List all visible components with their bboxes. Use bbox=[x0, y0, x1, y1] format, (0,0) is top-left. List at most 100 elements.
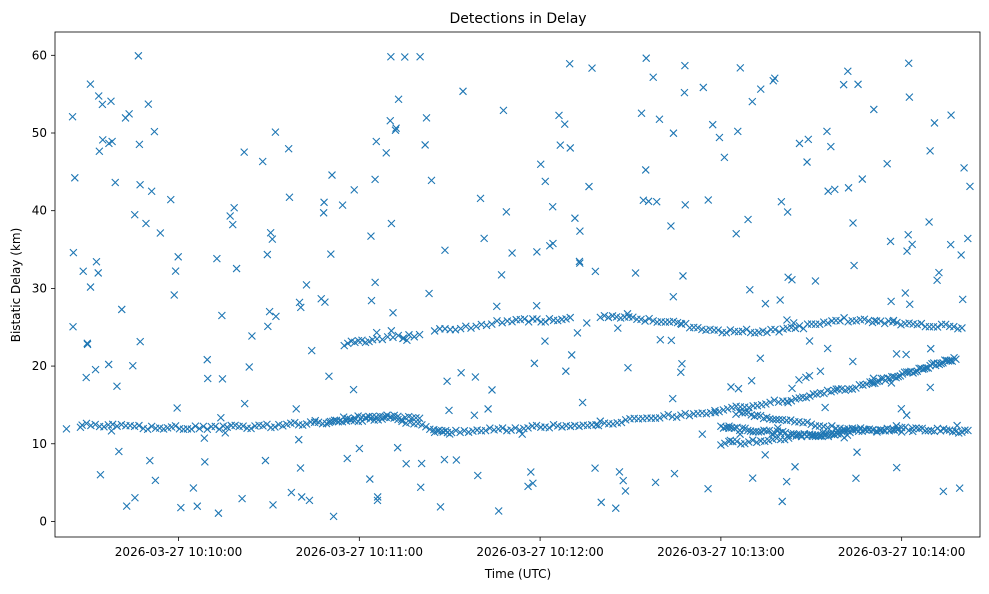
detection-point bbox=[113, 382, 121, 391]
detection-point bbox=[203, 374, 212, 383]
detection-point bbox=[415, 330, 424, 339]
detection-point bbox=[905, 93, 914, 101]
detection-point bbox=[585, 182, 593, 191]
detection-point bbox=[508, 249, 516, 257]
detection-point bbox=[748, 436, 757, 445]
detection-point bbox=[807, 420, 816, 429]
detection-point bbox=[105, 139, 113, 148]
detection-point bbox=[631, 269, 640, 277]
detection-point bbox=[761, 400, 770, 408]
detection-point bbox=[775, 415, 783, 424]
detection-point bbox=[518, 430, 527, 439]
detection-point bbox=[669, 129, 678, 138]
detection-point bbox=[382, 148, 391, 157]
detection-point bbox=[144, 100, 153, 109]
x-axis-ticks: 2026-03-27 10:10:00 2026-03-27 10:11:00 20… bbox=[115, 537, 965, 559]
detection-point bbox=[394, 331, 403, 340]
detection-point bbox=[121, 114, 130, 122]
detection-point bbox=[763, 328, 771, 337]
y-tick-label: 10 bbox=[32, 437, 47, 451]
detection-point bbox=[402, 459, 411, 468]
detection-point bbox=[214, 509, 223, 518]
detection-point bbox=[284, 144, 293, 153]
detection-point bbox=[904, 59, 913, 68]
detection-point bbox=[373, 496, 382, 505]
detection-point bbox=[393, 443, 402, 452]
detection-point bbox=[925, 218, 933, 226]
detection-point bbox=[305, 496, 314, 505]
detection-point bbox=[367, 232, 375, 240]
detection-point bbox=[502, 207, 511, 216]
detection-point bbox=[338, 201, 347, 210]
detection-point bbox=[744, 215, 752, 224]
detection-point bbox=[576, 227, 584, 235]
detection-point bbox=[656, 335, 665, 344]
detection-point bbox=[926, 344, 935, 353]
detection-point bbox=[795, 139, 804, 148]
detection-point bbox=[892, 349, 901, 358]
detection-point bbox=[269, 501, 277, 509]
detection-point bbox=[740, 439, 749, 448]
detection-point bbox=[524, 482, 532, 491]
detection-point bbox=[892, 421, 901, 430]
detection-point bbox=[942, 426, 951, 435]
detection-point bbox=[795, 376, 803, 384]
detection-point bbox=[484, 405, 492, 413]
detection-point bbox=[588, 64, 596, 73]
detection-point bbox=[887, 297, 896, 306]
detection-point bbox=[487, 320, 496, 329]
detection-point bbox=[849, 219, 857, 227]
detection-point bbox=[392, 124, 400, 133]
detection-point bbox=[756, 354, 765, 363]
detection-point bbox=[734, 384, 743, 393]
detection-point bbox=[200, 458, 209, 466]
detection-point bbox=[296, 464, 305, 472]
detection-point bbox=[823, 127, 831, 136]
detection-point bbox=[716, 441, 725, 449]
detection-point bbox=[869, 374, 878, 383]
detection-point bbox=[387, 219, 396, 228]
detection-point bbox=[966, 182, 974, 191]
detection-point bbox=[873, 428, 881, 436]
markers bbox=[62, 51, 974, 521]
y-tick-label: 0 bbox=[39, 514, 47, 528]
detection-point bbox=[399, 334, 407, 343]
detection-point bbox=[212, 254, 221, 263]
detection-point bbox=[365, 412, 373, 421]
detection-point bbox=[946, 240, 955, 249]
detection-point bbox=[617, 418, 626, 427]
detection-point bbox=[457, 368, 466, 377]
detection-point bbox=[852, 474, 860, 483]
detection-point bbox=[223, 423, 232, 432]
detection-point bbox=[294, 435, 303, 444]
detection-point bbox=[772, 415, 780, 424]
detection-point bbox=[114, 447, 123, 456]
detection-point bbox=[200, 434, 209, 443]
detection-point bbox=[814, 432, 823, 441]
detection-point bbox=[311, 416, 320, 425]
detection-point bbox=[782, 477, 791, 486]
detection-point bbox=[714, 326, 723, 334]
detection-point bbox=[693, 323, 702, 332]
detection-point bbox=[340, 341, 349, 350]
detection-point bbox=[615, 467, 624, 476]
detection-point bbox=[939, 487, 948, 496]
detection-point bbox=[171, 267, 180, 276]
detection-point bbox=[434, 426, 443, 435]
detection-point bbox=[667, 222, 675, 230]
detection-point bbox=[738, 408, 746, 417]
detection-point bbox=[131, 493, 139, 502]
detection-point bbox=[471, 373, 480, 381]
detection-point bbox=[86, 283, 95, 291]
detection-point bbox=[472, 322, 481, 331]
detection-point bbox=[571, 214, 579, 223]
detection-point bbox=[170, 291, 179, 299]
detection-point bbox=[887, 379, 896, 387]
detection-point bbox=[765, 426, 774, 435]
detection-point bbox=[769, 415, 777, 424]
detection-point bbox=[575, 257, 584, 266]
detection-point bbox=[854, 80, 862, 89]
detection-point bbox=[320, 198, 328, 207]
detection-point bbox=[933, 276, 941, 285]
detection-point bbox=[387, 326, 396, 335]
